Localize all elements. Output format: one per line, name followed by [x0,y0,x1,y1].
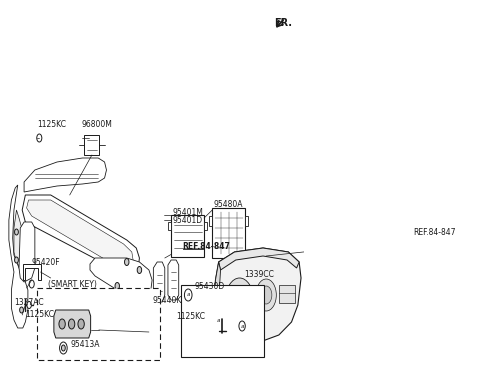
Circle shape [188,304,192,312]
Polygon shape [214,262,220,318]
Text: 95401D: 95401D [172,216,203,225]
Polygon shape [9,185,28,328]
Circle shape [226,278,253,322]
Text: 95440K: 95440K [152,296,181,305]
Text: a: a [240,324,244,329]
Text: a: a [187,292,190,298]
Circle shape [27,302,31,309]
Polygon shape [19,222,35,282]
Bar [245,216,249,226]
Circle shape [261,286,272,304]
Polygon shape [90,258,152,298]
Text: a: a [217,317,220,322]
Polygon shape [154,262,165,302]
Circle shape [29,280,34,288]
Bar [209,216,212,226]
Bar [168,222,171,230]
Text: FR.: FR. [274,18,292,28]
Bar [279,285,295,303]
Ellipse shape [206,306,238,348]
Circle shape [37,134,42,142]
Bar [212,208,245,258]
Text: 1125KC: 1125KC [176,312,205,321]
Bar [84,135,99,155]
Text: 95401M: 95401M [172,208,203,217]
Circle shape [184,289,192,301]
Circle shape [231,286,249,314]
Text: 95430D: 95430D [194,282,225,291]
Circle shape [256,279,276,311]
Circle shape [235,292,245,308]
Polygon shape [54,310,91,338]
Circle shape [124,258,129,265]
Text: 96800M: 96800M [81,120,112,129]
Polygon shape [14,210,24,268]
Circle shape [216,315,222,325]
Circle shape [78,319,84,329]
Circle shape [115,283,120,290]
Circle shape [60,342,67,354]
Bar [180,285,264,357]
Text: 1125KC: 1125KC [37,120,66,129]
Circle shape [61,345,65,351]
Text: 1125KC: 1125KC [25,310,54,319]
Bar [204,222,207,230]
Circle shape [239,321,245,331]
Circle shape [20,307,24,313]
Circle shape [69,319,75,329]
Polygon shape [23,264,40,280]
Text: 95480A: 95480A [214,200,243,209]
Polygon shape [219,248,299,270]
Polygon shape [26,200,133,270]
Polygon shape [22,195,139,276]
Text: 1327AC: 1327AC [14,298,44,307]
Polygon shape [214,248,301,342]
Bar [225,325,263,333]
Bar [171,215,204,257]
Circle shape [14,257,18,263]
Circle shape [251,275,257,285]
Text: REF.84-847: REF.84-847 [182,242,230,251]
Text: (SMART KEY): (SMART KEY) [48,280,96,289]
Text: REF.84-847: REF.84-847 [413,228,456,237]
Ellipse shape [210,310,235,344]
Bar [37,288,160,360]
Polygon shape [24,158,107,192]
Text: 1339CC: 1339CC [244,270,274,279]
Text: 95420F: 95420F [32,258,60,267]
Circle shape [14,229,18,235]
Polygon shape [168,260,179,300]
Circle shape [59,319,65,329]
Text: 95413A: 95413A [71,340,100,349]
Circle shape [137,266,142,273]
Ellipse shape [214,316,231,338]
